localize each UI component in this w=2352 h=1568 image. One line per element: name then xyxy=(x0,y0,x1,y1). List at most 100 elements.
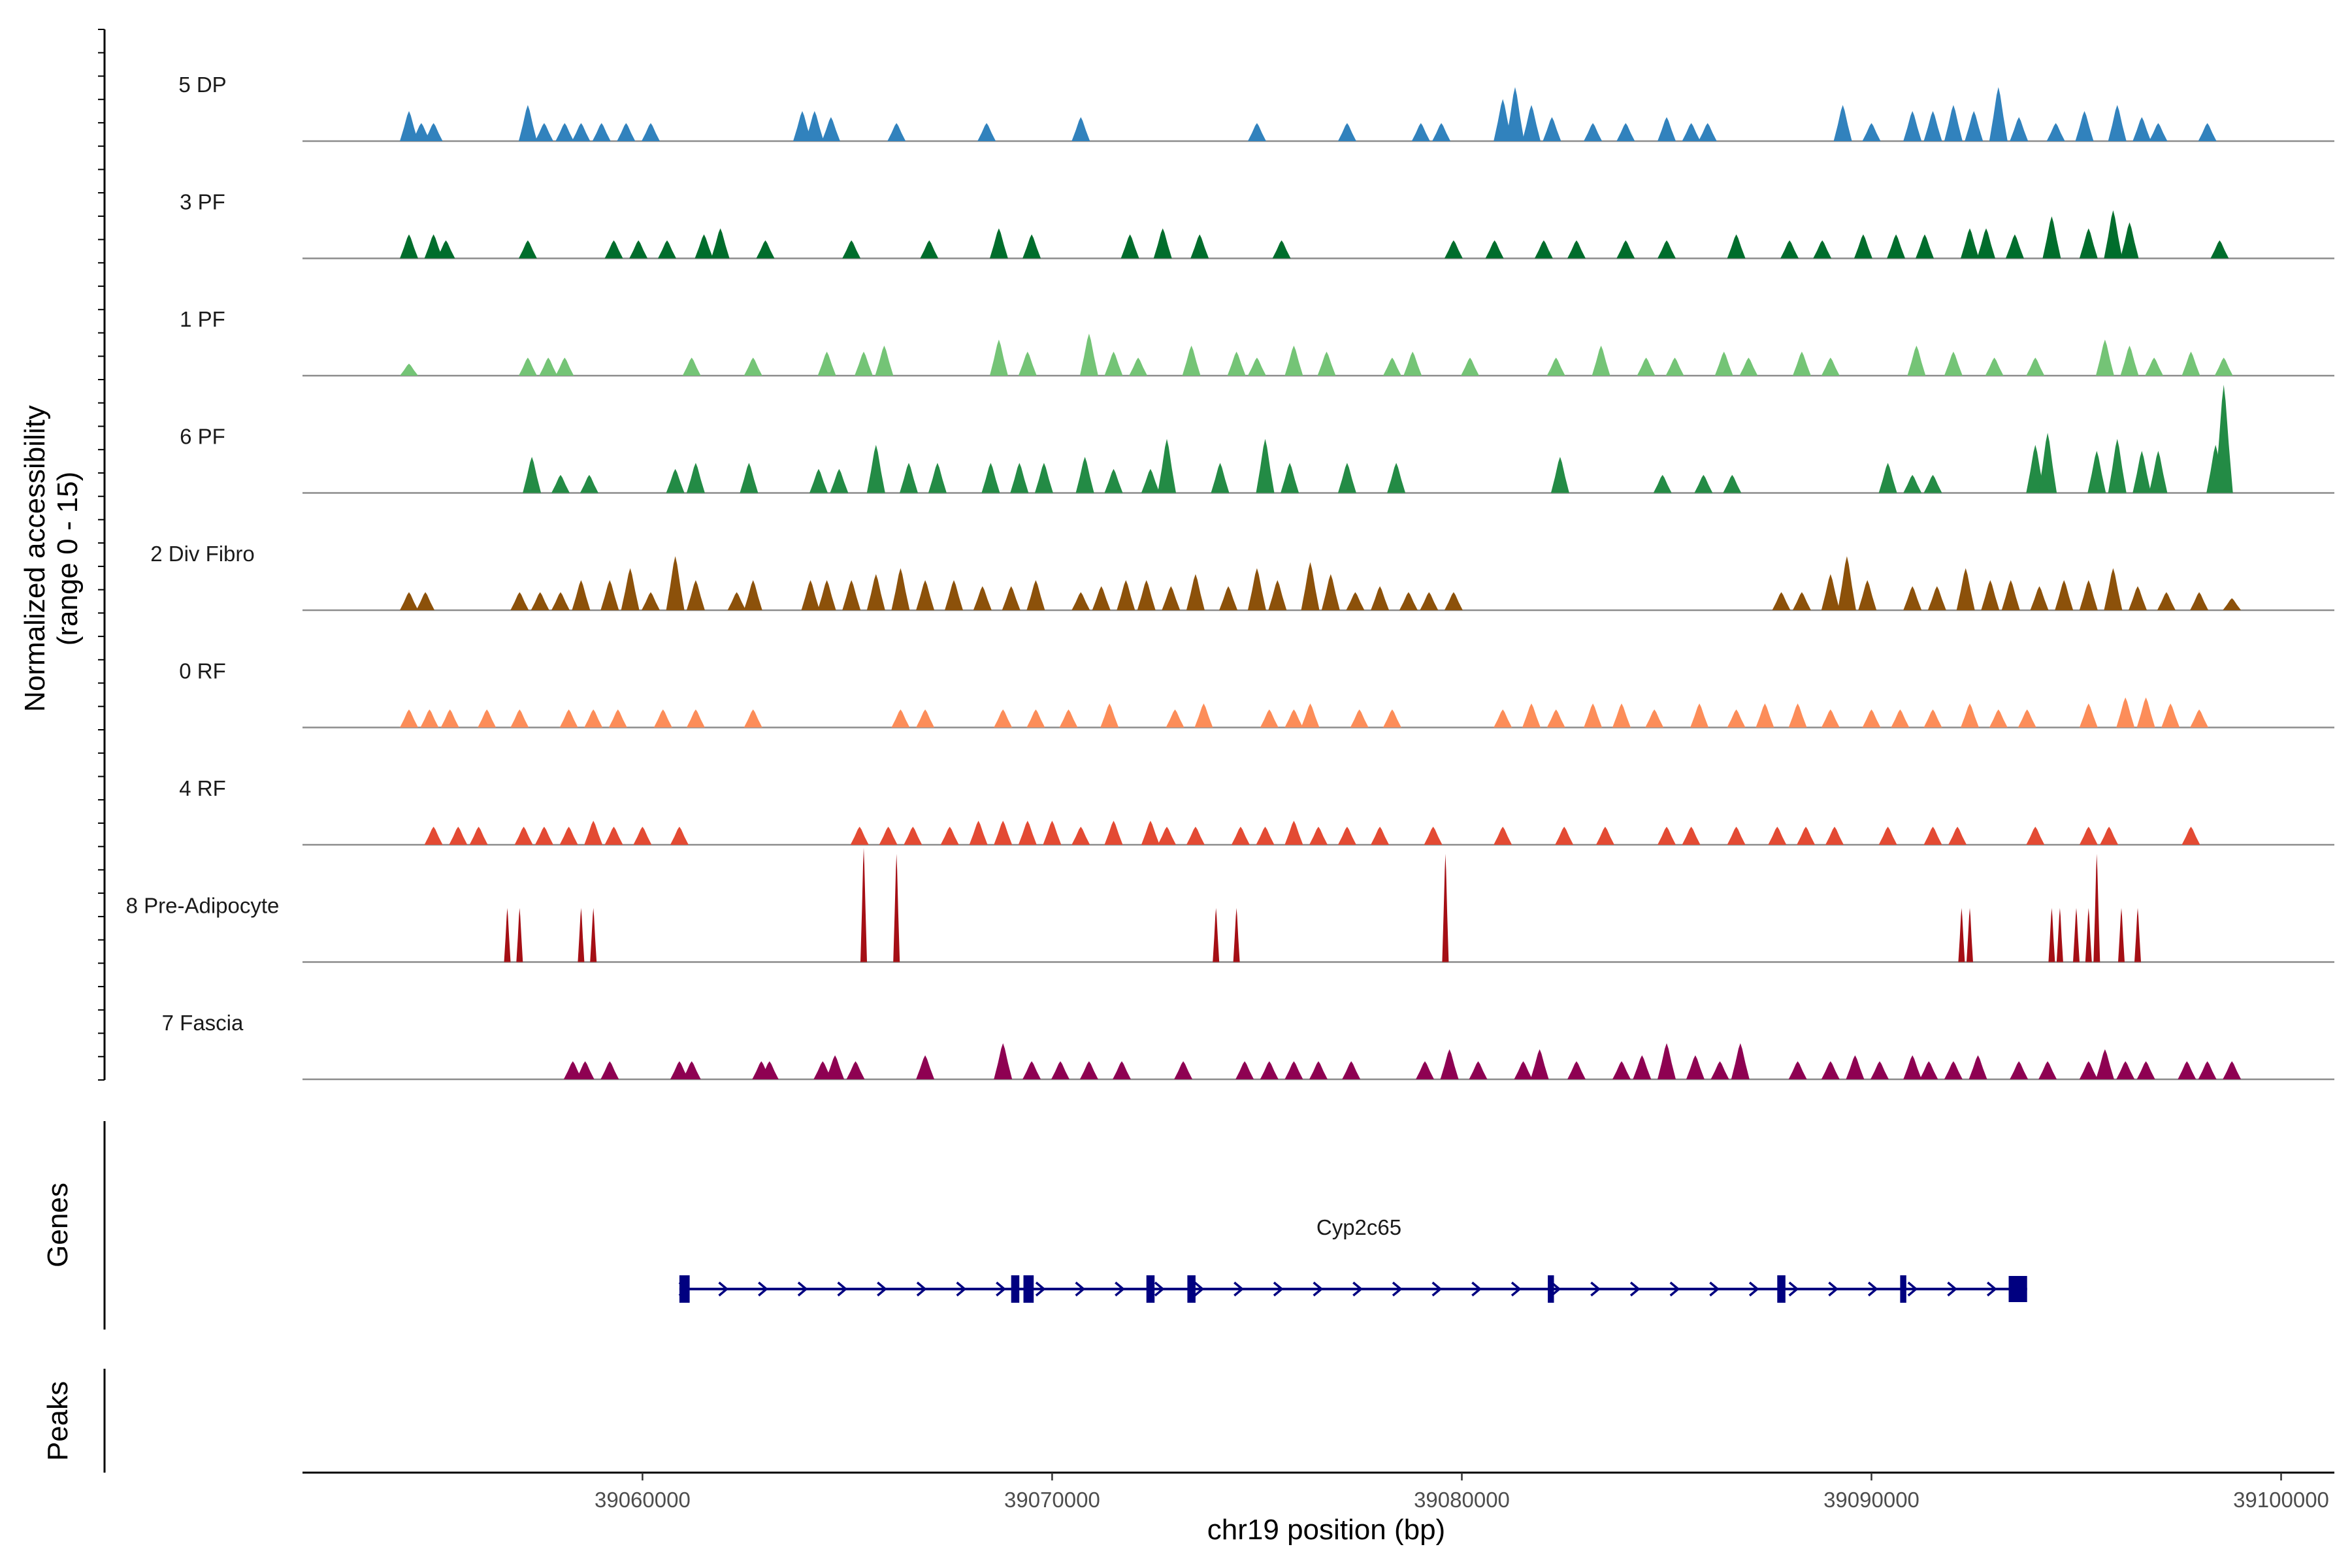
coverage-peak xyxy=(600,580,619,610)
coverage-peak xyxy=(1213,907,1220,962)
coverage-peak xyxy=(1301,562,1320,610)
coverage-peak xyxy=(928,463,947,493)
coverage-peak xyxy=(1792,592,1811,610)
strand-arrow xyxy=(1828,1281,1839,1297)
coverage-peak xyxy=(608,709,627,728)
coverage-peak xyxy=(1772,592,1791,610)
coverage-peak xyxy=(584,709,603,728)
coverage-peak xyxy=(1813,240,1832,259)
coverage-peak xyxy=(666,468,685,493)
coverage-peak xyxy=(2214,357,2233,376)
coverage-peak xyxy=(2161,703,2180,728)
coverage-peak xyxy=(400,363,418,376)
coverage-peak xyxy=(760,1061,779,1079)
coverage-peak xyxy=(1534,240,1553,259)
coverage-peak xyxy=(2223,598,2242,610)
track-8-pre-adipocyte: 8 Pre-Adipocyte xyxy=(126,847,2334,963)
coverage-peak xyxy=(1231,826,1250,845)
coverage-peak xyxy=(2056,907,2063,962)
coverage-peak xyxy=(2087,451,2106,493)
strand-arrow xyxy=(1431,1281,1443,1297)
coverage-peak xyxy=(1658,1043,1676,1079)
strand-arrow xyxy=(996,1281,1006,1297)
coverage-peak xyxy=(1071,117,1090,141)
coverage-peak xyxy=(516,907,523,962)
coverage-peak xyxy=(1399,592,1418,610)
coverage-peak xyxy=(2017,709,2036,728)
strand-arrow xyxy=(1709,1281,1720,1297)
coverage-peak xyxy=(514,826,533,845)
coverage-peak xyxy=(686,580,705,610)
coverage-peak xyxy=(1100,703,1119,728)
gene-name-label: Cyp2c65 xyxy=(1316,1215,1401,1239)
coverage-peak xyxy=(2005,234,2024,259)
coverage-peak xyxy=(1166,709,1184,728)
coverage-peak xyxy=(1075,457,1094,493)
coverage-peak xyxy=(469,826,488,845)
coverage-peak xyxy=(1440,1049,1459,1079)
coverage-peak xyxy=(1002,586,1021,610)
coverage-peak xyxy=(2198,1061,2217,1079)
coverage-peak xyxy=(504,907,511,962)
coverage-peak xyxy=(1494,99,1512,141)
y-axis xyxy=(98,29,106,1081)
coverage-peak xyxy=(2079,228,2098,259)
coverage-peak xyxy=(1862,123,1881,141)
coverage-peak xyxy=(1382,709,1401,728)
coverage-peak xyxy=(1416,1061,1434,1079)
coverage-peak xyxy=(2181,826,2200,845)
coverage-peak xyxy=(1858,580,1877,610)
coverage-peak xyxy=(1059,709,1078,728)
coverage-peak xyxy=(1079,333,1098,376)
coverage-peak xyxy=(2030,586,2049,610)
coverage-peak xyxy=(1903,586,1922,610)
coverage-peak xyxy=(891,568,910,610)
coverage-peak xyxy=(551,474,570,493)
coverage-peak xyxy=(2214,384,2233,493)
strand-arrow xyxy=(1471,1281,1482,1297)
coverage-peak xyxy=(945,580,963,610)
coverage-peak xyxy=(2026,826,2045,845)
coverage-peak xyxy=(2198,123,2217,141)
strand-arrow xyxy=(718,1281,729,1297)
coverage-peak xyxy=(809,468,828,493)
gene-model: Cyp2c65 xyxy=(678,1215,2027,1303)
coverage-peak xyxy=(510,592,529,610)
track-label: 4 RF xyxy=(179,776,226,800)
coverage-peak xyxy=(969,821,988,845)
coverage-peak xyxy=(1346,592,1365,610)
strand-arrow xyxy=(1590,1281,1601,1297)
coverage-peak xyxy=(826,1055,845,1079)
coverage-peak xyxy=(1665,357,1684,376)
coverage-peak xyxy=(1337,463,1356,493)
coverage-peak xyxy=(2046,123,2065,141)
coverage-peak xyxy=(555,357,574,376)
coverage-peak xyxy=(1612,1061,1631,1079)
coverage-peak xyxy=(1530,1049,1549,1079)
coverage-peak xyxy=(994,821,1013,845)
coverage-peak xyxy=(1174,1061,1193,1079)
coverage-peak xyxy=(1153,228,1172,259)
coverage-peak xyxy=(510,709,529,728)
coverage-peak xyxy=(1506,87,1524,141)
coverage-peak xyxy=(2181,351,2200,376)
coverage-peak xyxy=(1989,709,2008,728)
coverage-peak xyxy=(604,826,623,845)
coverage-peak xyxy=(1137,580,1156,610)
gene-exon xyxy=(679,1275,690,1303)
coverage-peak xyxy=(478,709,497,728)
coverage-peak xyxy=(1821,357,1840,376)
coverage-peak xyxy=(2108,438,2127,493)
coverage-peak xyxy=(1645,709,1664,728)
coverage-peak xyxy=(1944,105,1963,141)
coverage-peak xyxy=(518,240,537,259)
coverage-peak xyxy=(2149,451,2168,493)
strand-arrow xyxy=(1233,1281,1245,1297)
coverage-peak xyxy=(1923,111,1942,141)
coverage-peak xyxy=(559,826,578,845)
coverage-peak xyxy=(1071,826,1090,845)
coverage-peak xyxy=(2120,346,2139,376)
coverage-peak xyxy=(1714,351,1733,376)
coverage-peak xyxy=(1821,574,1840,610)
coverage-peak xyxy=(1821,709,1840,728)
